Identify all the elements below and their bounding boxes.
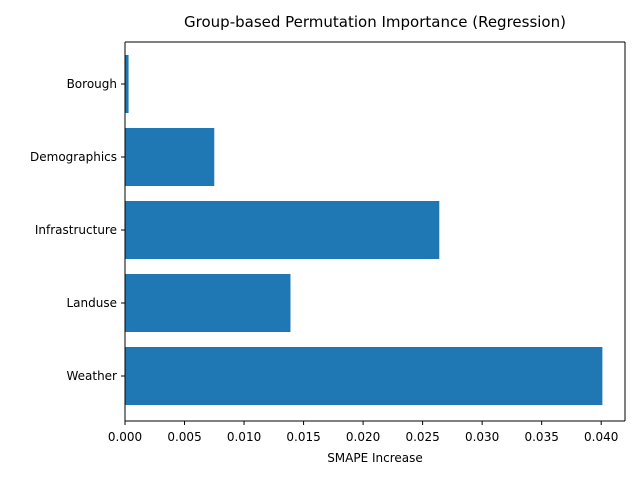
bar-infrastructure [125,201,440,259]
x-tick-label: 0.030 [465,430,499,444]
x-tick-label: 0.040 [584,430,618,444]
x-tick-label: 0.025 [405,430,439,444]
bar-weather [125,347,603,405]
y-tick-label: Infrastructure [35,223,117,237]
x-tick-label: 0.005 [167,430,201,444]
x-tick-label: 0.010 [227,430,261,444]
bar-borough [125,55,129,113]
bar-landuse [125,274,291,332]
x-axis-label: SMAPE Increase [327,451,423,465]
y-tick-label: Demographics [30,150,117,164]
y-ticks-layer: Borough Demographics Infrastructure Landuse… [30,77,125,383]
chart-title: Group-based Permutation Importance (Regr… [184,13,566,31]
y-tick-label: Weather [66,369,117,383]
bars-layer [125,55,603,405]
x-tick-label: 0.035 [524,430,558,444]
axes-layer [124,41,626,422]
x-tick-label: 0.015 [286,430,320,444]
y-tick-label: Borough [67,77,117,91]
x-tick-label: 0.000 [108,430,142,444]
x-ticks-layer: 0.000 0.005 0.010 0.015 0.020 0.025 0.030 0.035… [108,421,618,444]
y-tick-label: Landuse [66,296,117,310]
bar-demographics [125,128,215,186]
x-tick-label: 0.020 [346,430,380,444]
